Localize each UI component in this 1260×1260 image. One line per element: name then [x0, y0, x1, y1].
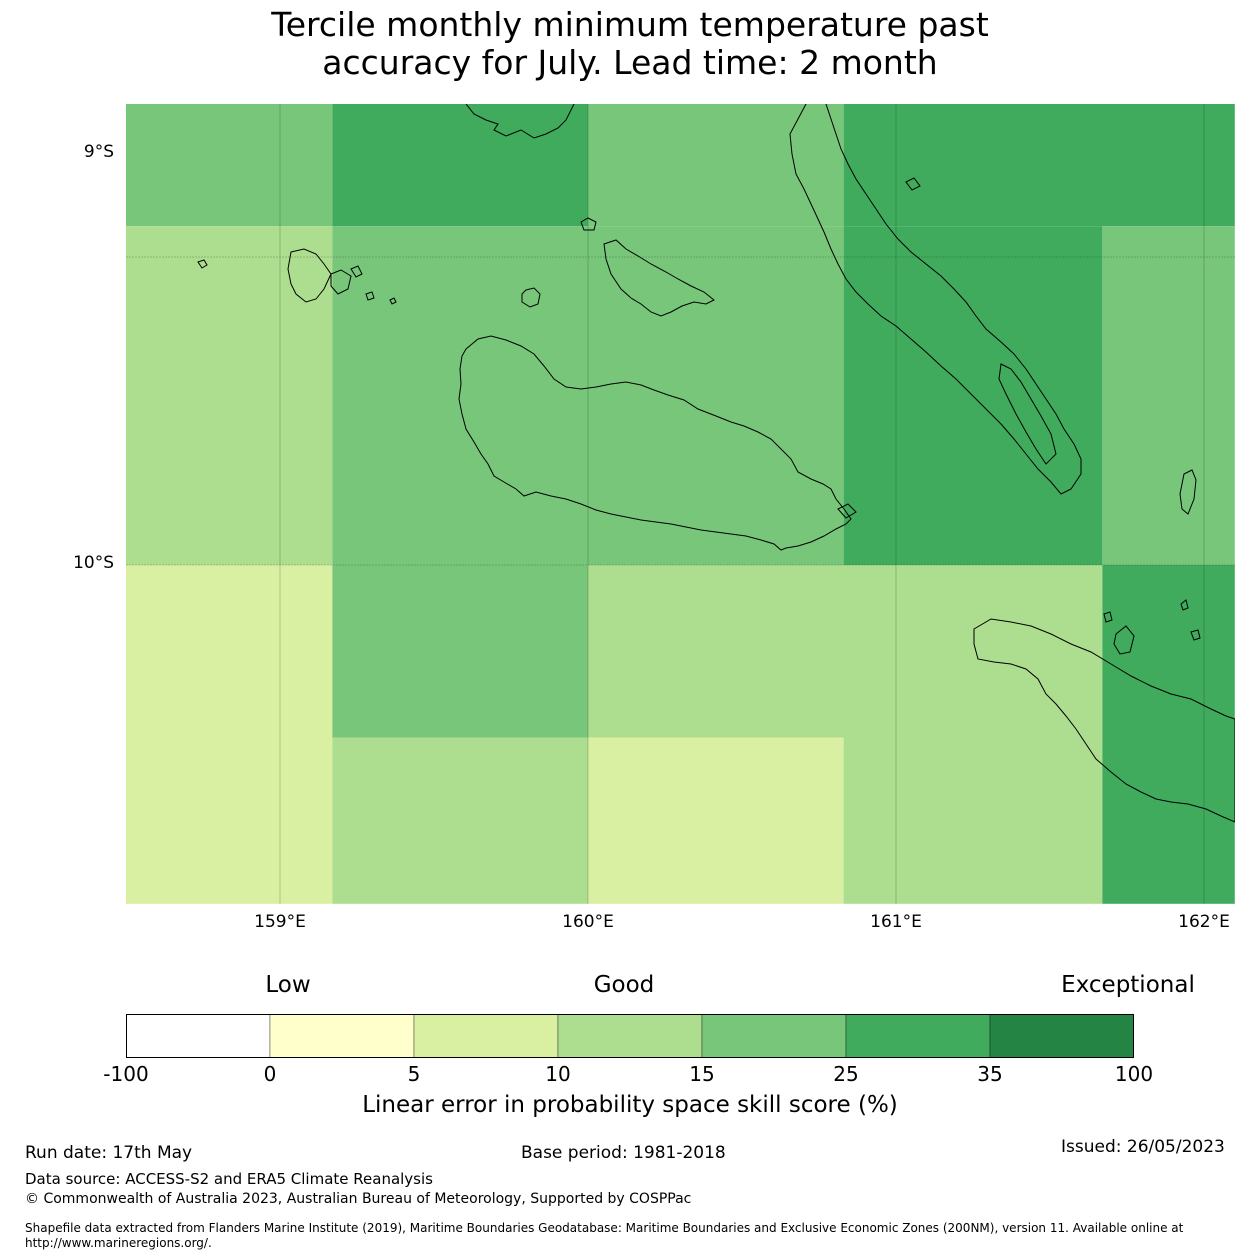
coastline-islet-g	[837, 503, 857, 519]
lon-label-161e: 161°E	[870, 912, 922, 932]
colorbar-tick: -100	[103, 1062, 149, 1086]
title-line-1: Tercile monthly minimum temperature past	[271, 5, 989, 44]
issued-date: Issued: 26/05/2023	[1061, 1137, 1225, 1157]
coastline-guadalcanal	[458, 335, 852, 551]
grid-cell-1	[332, 104, 588, 227]
grid-cell-4	[126, 226, 333, 565]
grid-cell-7	[1102, 226, 1235, 565]
coastline-islet-k	[1190, 629, 1201, 641]
coastline-islet-d	[365, 291, 375, 301]
coastline-isabel	[465, 104, 575, 139]
coastline-savo	[521, 287, 541, 308]
coastline-malaita	[789, 104, 1082, 495]
coastline-islet-f	[905, 177, 921, 191]
coastline-islet-j	[1180, 599, 1189, 611]
coastline-islet-e	[389, 297, 397, 305]
coastline-russell	[287, 248, 332, 303]
coastline-islet-h	[1113, 625, 1135, 655]
colorbar-tick: 5	[407, 1062, 421, 1086]
grid-cell-2	[588, 104, 844, 227]
colorbar-swatch-3	[557, 1014, 703, 1058]
legend-category-good: Good	[593, 972, 655, 998]
colorbar-label: Linear error in probability space skill …	[362, 1092, 898, 1118]
lon-label-160e: 160°E	[562, 912, 614, 932]
colorbar-swatch-5	[845, 1014, 991, 1058]
coastline-nggela	[603, 239, 715, 317]
coastline-russell-b	[330, 269, 352, 295]
map-canvas	[126, 104, 1235, 904]
chart-title: Tercile monthly minimum temperature past…	[0, 6, 1260, 82]
colorbar-tick: 25	[833, 1062, 859, 1086]
legend-category-low: Low	[265, 972, 311, 998]
colorbar	[126, 1014, 1134, 1058]
lon-label-162e: 162°E	[1178, 912, 1230, 932]
coastline-ulawa	[1179, 469, 1197, 515]
colorbar-swatch-1	[269, 1014, 415, 1058]
grid-cell-11	[332, 737, 588, 904]
coastline-islet-i	[1103, 611, 1113, 623]
lon-label-159e: 159°E	[254, 912, 306, 932]
copyright: © Commonwealth of Australia 2023, Austra…	[25, 1191, 692, 1207]
grid-cell-3	[843, 104, 1235, 227]
colorbar-swatch-6	[989, 1014, 1134, 1058]
grid-cell-9	[332, 565, 588, 738]
coastline-makira	[973, 618, 1235, 823]
coastline-islet-b	[197, 259, 208, 269]
grid-cell-12	[588, 737, 844, 904]
grid-cell-13	[843, 737, 1103, 904]
lat-label-10s: 10°S	[73, 553, 114, 573]
colorbar-tick: 35	[977, 1062, 1003, 1086]
colorbar-tick: 0	[263, 1062, 277, 1086]
grid-cell-0	[126, 104, 333, 227]
run-date: Run date: 17th May	[25, 1143, 193, 1163]
shapefile-credit: Shapefile data extracted from Flanders M…	[25, 1221, 1184, 1250]
skill-grid-cells	[126, 104, 1235, 904]
colorbar-swatches	[126, 1014, 1134, 1058]
lat-label-9s: 9°S	[83, 142, 114, 162]
colorbar-tick: 10	[545, 1062, 571, 1086]
legend-category-exceptional: Exceptional	[1061, 972, 1195, 998]
colorbar-border	[126, 1014, 1134, 1058]
grid-cell-5	[332, 226, 844, 565]
graticule	[126, 104, 1235, 904]
base-period: Base period: 1981-2018	[521, 1143, 726, 1163]
grid-cell-10	[588, 565, 1103, 738]
map-panel	[126, 104, 1235, 904]
colorbar-tick: 15	[689, 1062, 715, 1086]
data-source: Data source: ACCESS-S2 and ERA5 Climate …	[25, 1170, 433, 1188]
colorbar-tick: 100	[1114, 1062, 1154, 1086]
grid-cell-8	[126, 565, 333, 904]
colorbar-swatch-0	[126, 1014, 271, 1058]
coastlines	[197, 104, 1235, 823]
coastline-islet-a	[580, 217, 597, 231]
colorbar-swatch-4	[701, 1014, 847, 1058]
coastline-small-malaita	[998, 363, 1057, 465]
grid-cell-14	[1102, 565, 1235, 904]
coastline-islet-c	[350, 265, 363, 278]
colorbar-swatch-2	[413, 1014, 559, 1058]
title-line-2: accuracy for July. Lead time: 2 month	[322, 43, 938, 82]
